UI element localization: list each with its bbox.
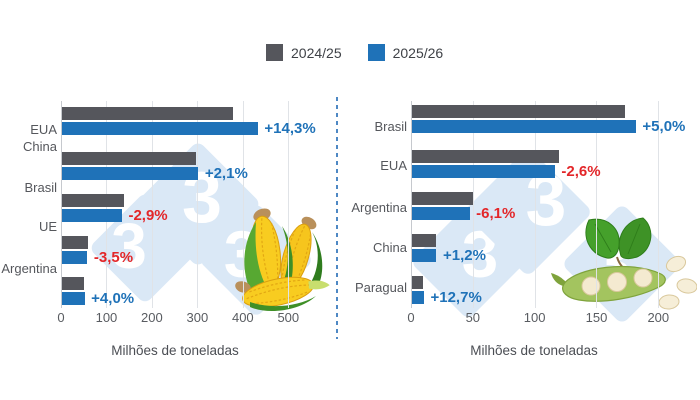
x-tick-label: 500 [277, 310, 300, 325]
change-label-EUA: -2,6% [561, 163, 601, 180]
legend-item-2025-26: 2025/26 [367, 44, 444, 61]
bar-2025-26-China [411, 249, 437, 262]
bar-2024-25-Paragual [411, 276, 423, 289]
bar-2025-26-Paragual [411, 291, 424, 304]
bar-2025-26-EUA [411, 165, 555, 178]
x-gridline [242, 101, 244, 308]
x-gridline [472, 101, 474, 308]
x-axis-title: Milhões de toneladas [111, 343, 239, 358]
watermark-digit: 3 [111, 210, 147, 283]
bar-2024-25-Brasil [61, 194, 124, 207]
change-label-Paragual: +12,7% [430, 289, 482, 306]
legend-label-2025-26: 2025/26 [392, 44, 444, 61]
x-gridline [596, 101, 598, 308]
change-label-Argentina: -6,1% [476, 205, 516, 222]
change-label-China: +2,1% [204, 165, 248, 182]
legend-label-2024-25: 2024/25 [291, 44, 342, 61]
x-tick-label: 300 [186, 310, 209, 325]
category-label-Argentina: Argentina [1, 261, 57, 276]
x-tick-label: 50 [465, 310, 481, 325]
x-gridline [288, 101, 290, 308]
change-label-Brasil: -2,9% [128, 207, 168, 224]
category-label-Brasil: Brasil [374, 119, 407, 134]
x-tick-label: 0 [407, 310, 415, 325]
bar-2024-25-China [61, 152, 196, 165]
bar-2024-25-EUA [61, 107, 234, 120]
category-label-EUA: EUA [30, 122, 57, 137]
x-tick-label: 100 [95, 310, 118, 325]
bar-2025-26-China [61, 167, 199, 180]
bar-2025-26-Argentina [411, 207, 470, 220]
legend-item-2024-25: 2024/25 [266, 44, 342, 61]
category-label-China: China [373, 240, 407, 255]
x-tick-label: 400 [231, 310, 254, 325]
bar-2025-26-UE [61, 251, 88, 264]
bar-2024-25-Brasil [411, 105, 626, 118]
chart-divider [336, 97, 338, 339]
category-label-Paragual: Paragual [354, 280, 407, 295]
change-label-EUA: +14,3% [264, 120, 316, 137]
change-label-Argentina: +4,0% [91, 290, 135, 307]
change-label-UE: -3,5% [93, 249, 134, 266]
change-label-China: +1,2% [442, 247, 486, 264]
category-label-EUA: EUA [380, 158, 407, 173]
bar-2024-25-Argentina [61, 277, 84, 290]
category-label-Brasil: Brasil [24, 180, 57, 195]
x-axis-title: Milhões de toneladas [470, 343, 598, 358]
bar-2025-26-Brasil [61, 209, 122, 222]
x-tick-label: 200 [647, 310, 670, 325]
x-gridline [534, 101, 536, 308]
legend-swatch-2024-25 [266, 44, 283, 61]
bar-2025-26-EUA [61, 122, 258, 135]
category-label-UE: UE [38, 219, 57, 234]
soybean-icon [545, 212, 698, 316]
x-tick-label: 0 [57, 310, 65, 325]
bar-2024-25-UE [61, 236, 89, 249]
category-label-China: China [23, 139, 57, 154]
x-tick-label: 100 [523, 310, 546, 325]
bar-2024-25-EUA [411, 150, 559, 163]
x-tick-label: 200 [141, 310, 163, 325]
x-gridline [151, 101, 153, 308]
x-tick-label: 150 [585, 310, 608, 325]
bar-2025-26-Argentina [61, 292, 85, 305]
x-gridline [658, 101, 660, 308]
change-label-Brasil: +5,0% [642, 118, 686, 135]
bar-2024-25-China [411, 234, 437, 247]
legend-swatch-2025-26 [367, 44, 385, 61]
x-gridline [197, 101, 199, 308]
legend: 2024/25 2025/26 [266, 44, 443, 61]
category-label-Argentina: Argentina [351, 200, 407, 215]
bar-2025-26-Brasil [411, 120, 636, 133]
bar-2024-25-Argentina [411, 192, 474, 205]
